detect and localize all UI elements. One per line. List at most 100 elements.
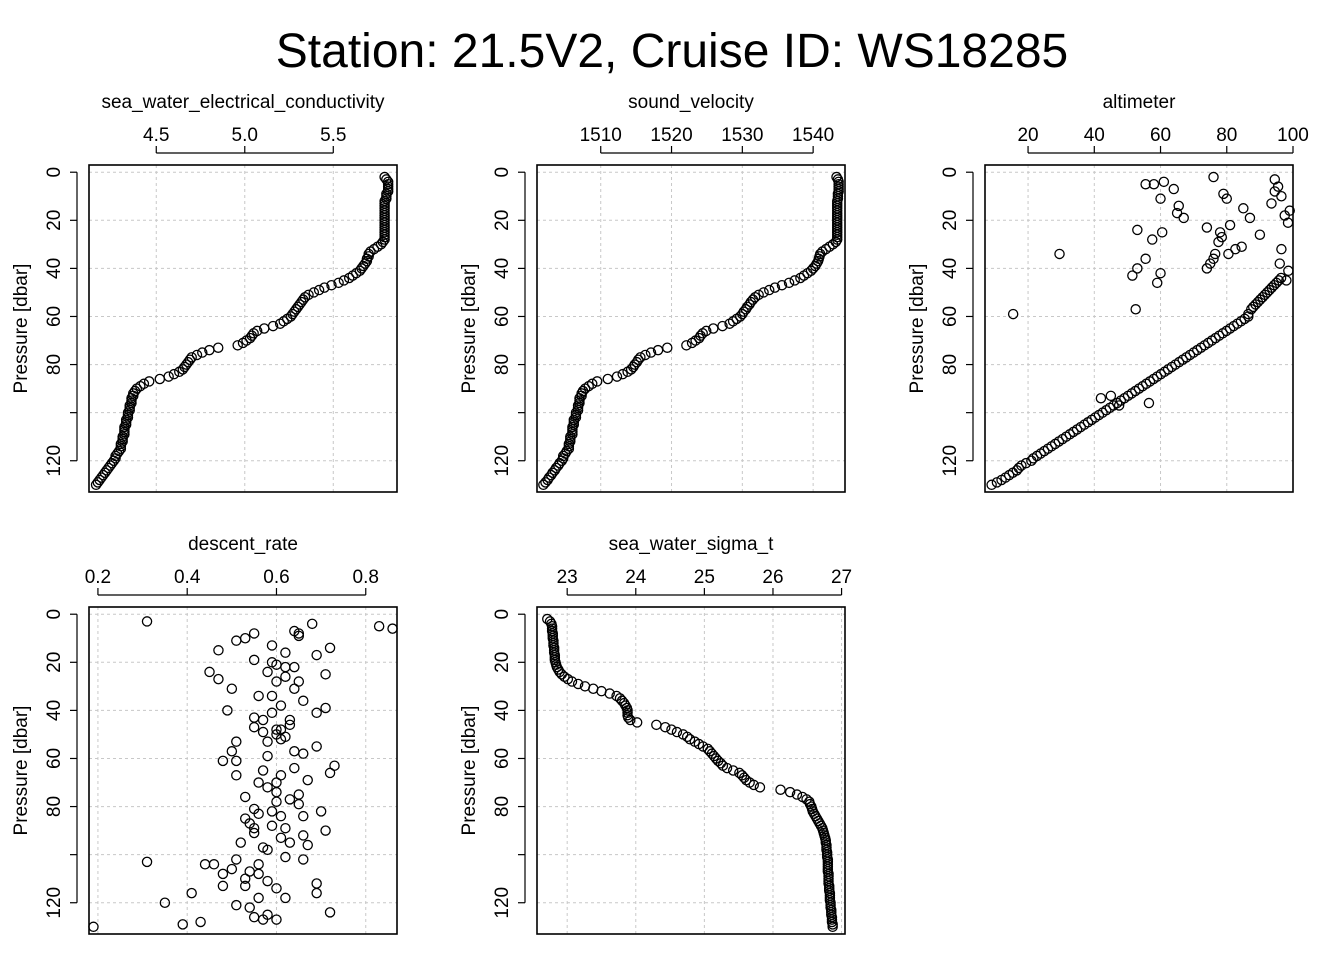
data-point	[1020, 457, 1032, 469]
data-point	[1244, 212, 1256, 224]
data-point	[602, 373, 614, 385]
y-tick-label: 60	[940, 306, 961, 327]
data-point	[119, 429, 130, 440]
data-point	[1230, 243, 1241, 255]
data-point	[324, 642, 336, 654]
plot-frame	[536, 164, 846, 493]
data-point	[804, 798, 816, 810]
data-point	[212, 342, 224, 353]
data-point	[258, 323, 270, 334]
y-axis-title: Pressure [dbar]	[907, 264, 928, 394]
data-point	[231, 854, 242, 865]
data-point	[1168, 183, 1180, 195]
y-tick-label: 40	[44, 700, 65, 721]
data-point	[244, 902, 255, 913]
data-point	[1209, 248, 1221, 260]
data-point	[195, 916, 206, 928]
data-point	[253, 868, 264, 880]
data-point	[1143, 397, 1155, 409]
data-point	[343, 272, 355, 284]
data-point	[293, 798, 305, 810]
y-axis-title: Pressure [dbar]	[459, 264, 480, 394]
data-point	[284, 837, 296, 848]
data-point	[122, 412, 134, 423]
data-point	[231, 635, 242, 646]
data-point	[239, 873, 251, 884]
y-tick-label: 80	[44, 354, 65, 375]
data-point	[631, 717, 643, 728]
data-point	[1155, 193, 1166, 204]
data-point	[232, 340, 243, 351]
data-point	[1148, 178, 1160, 190]
y-tick-label: 60	[44, 748, 65, 769]
data-point	[266, 707, 278, 719]
data-point	[141, 616, 153, 627]
x-tick-label: 1510	[580, 125, 622, 146]
data-point	[611, 371, 623, 382]
data-point	[280, 647, 291, 658]
panel-title: descent_rate	[188, 534, 298, 555]
data-point	[324, 767, 336, 779]
plot-frame	[88, 164, 398, 493]
data-point	[275, 700, 287, 711]
data-point	[126, 397, 137, 409]
data-point	[319, 282, 330, 293]
data-point	[1273, 275, 1285, 286]
data-point	[784, 786, 796, 798]
data-point	[311, 878, 322, 889]
data-point	[381, 174, 392, 185]
data-point	[248, 911, 260, 923]
data-point	[143, 376, 155, 387]
data-point	[284, 719, 296, 731]
data-point	[320, 669, 331, 680]
data-point	[1223, 248, 1234, 260]
data-point	[289, 762, 300, 774]
data-point	[248, 654, 260, 666]
data-point	[604, 688, 615, 699]
y-tick-label: 0	[44, 167, 65, 178]
y-tick-label: 0	[492, 609, 513, 620]
data-point	[684, 733, 696, 745]
data-point	[262, 750, 273, 762]
data-point	[213, 645, 224, 656]
data-point	[266, 806, 278, 817]
x-tick-label: 80	[1216, 125, 1237, 146]
data-point	[289, 683, 300, 695]
data-point	[831, 171, 842, 183]
data-point	[1214, 227, 1226, 238]
data-point	[217, 755, 229, 767]
data-point	[271, 676, 282, 687]
x-tick-label: 0.2	[85, 567, 111, 588]
data-point	[1113, 400, 1125, 411]
data-point	[274, 318, 286, 329]
data-point	[262, 844, 273, 856]
x-tick-label: 0.6	[263, 567, 289, 588]
data-point	[271, 724, 282, 735]
data-point	[302, 839, 313, 851]
data-point	[298, 854, 309, 865]
data-point	[231, 770, 242, 781]
data-point	[280, 822, 291, 834]
x-tick-label: 1520	[650, 125, 692, 146]
data-point	[280, 671, 291, 682]
data-point	[315, 806, 327, 817]
panel-conductivity: 4.5 5.0 5.5 0 20 40 60 80 120 sea_water_electrica…	[11, 92, 398, 493]
data-point	[727, 765, 739, 776]
data-point	[204, 666, 215, 678]
x-tick-label: 0.4	[174, 567, 201, 588]
data-point	[1208, 171, 1219, 183]
data-point	[313, 284, 325, 296]
data-point	[213, 673, 224, 685]
data-point	[382, 186, 394, 197]
data-point	[231, 899, 242, 911]
data-point	[253, 859, 264, 870]
data-point	[617, 368, 628, 380]
data-point	[566, 676, 578, 687]
data-point	[275, 810, 287, 822]
data-point	[776, 279, 788, 291]
data-point	[248, 721, 260, 733]
data-point	[298, 748, 309, 759]
data-point	[1140, 253, 1151, 265]
data-point	[262, 736, 273, 747]
